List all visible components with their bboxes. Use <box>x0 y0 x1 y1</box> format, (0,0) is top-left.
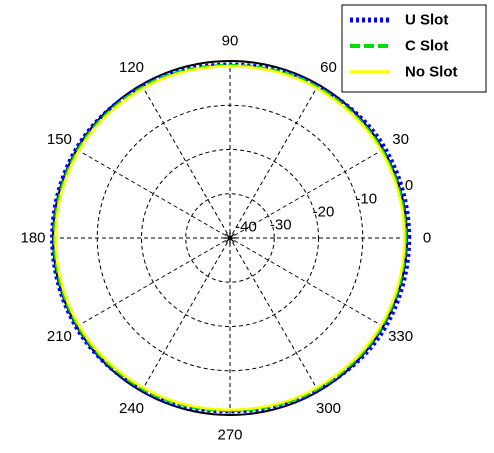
angle-tick-label-0: 0 <box>423 230 431 247</box>
radial-tick-label-4: -40 <box>235 219 257 236</box>
legend-label-no-slot: No Slot <box>405 64 458 81</box>
angle-tick-label-150: 150 <box>47 131 72 148</box>
radial-tick-labels: 0 -10 -20 -30 -40 <box>235 177 413 235</box>
center-marker <box>224 232 236 244</box>
legend-box <box>341 4 487 93</box>
plot-series <box>50 62 412 414</box>
angle-tick-label-90: 90 <box>222 33 239 50</box>
angle-tick-labels: 0 30 60 90 120 150 180 210 240 270 300 330 <box>20 33 431 444</box>
radial-tick-label-0: 0 <box>405 177 413 194</box>
angle-tick-label-210: 210 <box>47 328 72 345</box>
polar-grid <box>53 61 407 415</box>
grid-circle-3 <box>185 193 275 283</box>
legend-label-u-slot: U Slot <box>405 12 448 29</box>
radial-tick-label-2: -20 <box>313 203 335 220</box>
series-line-no-slot <box>54 65 406 411</box>
series-line-c-slot <box>52 63 408 413</box>
angle-tick-label-120: 120 <box>119 59 144 76</box>
angle-tick-label-240: 240 <box>119 400 144 417</box>
angle-tick-label-300: 300 <box>316 400 341 417</box>
angle-tick-label-60: 60 <box>320 59 337 76</box>
angle-tick-label-270: 270 <box>217 427 242 444</box>
angle-tick-label-330: 330 <box>388 328 413 345</box>
legend-label-c-slot: C Slot <box>405 38 448 55</box>
legend: U Slot C Slot No Slot <box>341 4 487 93</box>
angle-tick-label-180: 180 <box>20 230 45 247</box>
grid-circle-2 <box>141 149 319 327</box>
radial-tick-label-1: -10 <box>355 190 377 207</box>
radial-tick-label-3: -30 <box>270 216 292 233</box>
angle-tick-label-30: 30 <box>392 131 409 148</box>
